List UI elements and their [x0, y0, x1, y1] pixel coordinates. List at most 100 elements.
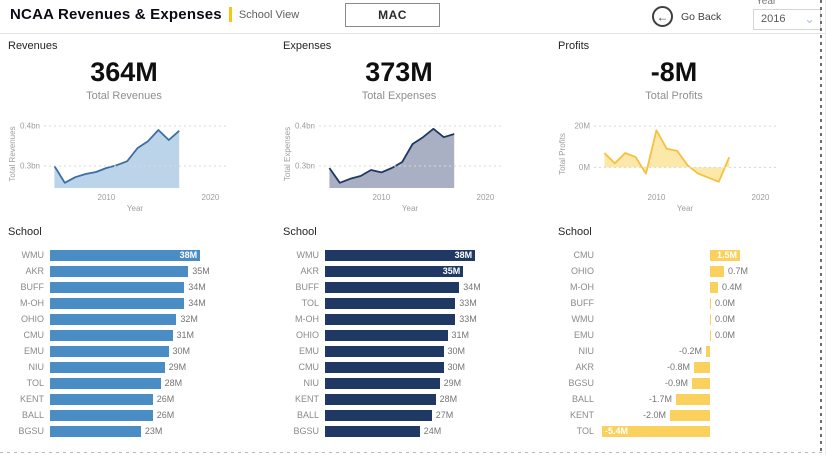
bar-track: 34M [50, 297, 270, 309]
bar-row: AKR 35M [8, 263, 270, 279]
revenues-section-title: Revenues [8, 40, 58, 52]
bar-value-label: 0.4M [722, 281, 743, 292]
page-edge-bottom-border [0, 452, 822, 453]
bar[interactable]: 38M [325, 249, 476, 261]
bar[interactable] [50, 265, 189, 277]
bar-row: KENT 28M [283, 391, 545, 407]
bar-value-label: 26M [156, 393, 175, 404]
bar[interactable]: 1.5M [710, 249, 740, 261]
bar[interactable] [325, 329, 448, 341]
bar-track: 29M [50, 361, 270, 373]
svg-text:Total Revenues: Total Revenues [8, 126, 17, 181]
bar-value-label: -2.0M [642, 409, 666, 420]
bar-row: WMU 0.0M [558, 311, 820, 327]
bar-value-label: 33M [459, 313, 477, 324]
profits-by-school-chart[interactable]: CMU 1.5M OHIO 0.7M M-OH 0.4M BUFF 0.0M WMU 0.0M EM… [558, 247, 820, 439]
profits-kpi-value: -8M [650, 57, 698, 87]
bar-value-label: 0.0M [715, 297, 736, 308]
conference-filter-button[interactable]: MAC [345, 3, 440, 27]
bar[interactable] [50, 297, 185, 309]
svg-text:2010: 2010 [98, 193, 116, 202]
bar-value-label: -5.4M [605, 425, 629, 436]
bar[interactable] [710, 265, 724, 277]
bar-track: -0.9M [600, 377, 820, 389]
bar[interactable] [50, 345, 169, 357]
bar-track: 27M [325, 409, 545, 421]
bar[interactable]: 35M [325, 265, 464, 277]
bar[interactable] [50, 281, 185, 293]
bar[interactable] [325, 409, 432, 421]
bar[interactable] [50, 361, 165, 373]
bar-row: M-OH 0.4M [558, 279, 820, 295]
bar[interactable] [50, 409, 153, 421]
expenses-section: Expenses 373M Total Expenses 0.3bn 0.4bn 2… [283, 40, 545, 452]
bar[interactable] [50, 425, 141, 437]
bar[interactable] [692, 377, 710, 389]
bar-row: NIU 29M [283, 375, 545, 391]
profits-trend-chart[interactable]: 0M 20M 2010 2020 Year Total Profits [558, 110, 820, 214]
bar-track: 0.4M [600, 281, 820, 293]
category-label: BGSU [293, 426, 319, 436]
profits-section-title: Profits [558, 40, 590, 52]
expenses-trend-chart[interactable]: 0.3bn 0.4bn 2010 2020 Year Total Expenses [283, 110, 545, 214]
bar[interactable]: 38M [50, 249, 201, 261]
bar-row: BGSU 24M [283, 423, 545, 439]
category-label: M-OH [570, 282, 594, 292]
svg-text:2020: 2020 [752, 193, 770, 202]
category-label: KENT [294, 394, 319, 404]
year-dropdown[interactable]: 2016 ⌄ [753, 9, 821, 30]
bar[interactable] [325, 345, 444, 357]
bar[interactable] [694, 361, 710, 373]
bar-value-label: -1.7M [648, 393, 672, 404]
category-label: NIU [28, 362, 45, 372]
bar-value-label: 30M [172, 345, 191, 356]
svg-text:20M: 20M [574, 122, 590, 131]
bar[interactable] [50, 329, 173, 341]
bar-row: NIU -0.2M [558, 343, 820, 359]
expenses-kpi-caption: Total Expenses [361, 90, 437, 102]
bar-row: AKR 35M [283, 263, 545, 279]
bar[interactable] [50, 393, 153, 405]
bar[interactable] [710, 297, 711, 309]
bar[interactable] [325, 281, 460, 293]
bar[interactable] [325, 313, 456, 325]
svg-text:2020: 2020 [202, 193, 220, 202]
revenues-by-school-chart[interactable]: WMU 38M AKR 35M BUFF 34M M-OH 34M OHIO 32M CMU 31M E… [8, 247, 270, 439]
revenues-trend-chart[interactable]: 0.3bn 0.4bn 2010 2020 Year Total Revenues [8, 110, 270, 214]
category-label: M-OH [20, 298, 44, 308]
bar[interactable] [710, 329, 711, 341]
category-label: AKR [575, 362, 594, 372]
category-label: NIU [578, 346, 595, 356]
bar[interactable] [325, 393, 436, 405]
bar-track: -1.7M [600, 393, 820, 405]
category-label: TOL [301, 298, 319, 308]
bar-row: KENT -2.0M [558, 407, 820, 423]
bar-row: WMU 38M [283, 247, 545, 263]
bar[interactable] [710, 281, 718, 293]
bar[interactable] [325, 361, 444, 373]
bar[interactable] [706, 345, 710, 357]
expenses-by-school-chart[interactable]: WMU 38M AKR 35M BUFF 34M TOL 33M M-OH 33M OHIO 31M E… [283, 247, 545, 439]
title-separator [228, 7, 232, 22]
profits-kpi-card: -8M Total Profits [558, 57, 790, 102]
bar[interactable]: -5.4M [602, 425, 710, 437]
bar-value-label: 29M [443, 377, 462, 388]
bar[interactable] [710, 313, 711, 325]
bar-value-label: 31M [451, 329, 470, 340]
bar-track: -0.8M [600, 361, 820, 373]
bar[interactable] [325, 297, 456, 309]
bar-track: 30M [325, 361, 545, 373]
bar-value-label: 34M [463, 281, 481, 292]
category-label: KENT [19, 394, 44, 404]
bar[interactable] [325, 377, 440, 389]
bar[interactable] [325, 425, 420, 437]
category-label: BUFF [570, 298, 595, 308]
bar[interactable] [676, 393, 710, 405]
go-back-button[interactable]: ← Go Back [652, 6, 721, 27]
bar[interactable] [50, 313, 177, 325]
profits-school-label: School [558, 226, 592, 238]
chevron-down-icon: ⌄ [804, 11, 815, 26]
bar[interactable] [50, 377, 161, 389]
bar[interactable] [670, 409, 710, 421]
svg-text:Year: Year [402, 204, 419, 213]
